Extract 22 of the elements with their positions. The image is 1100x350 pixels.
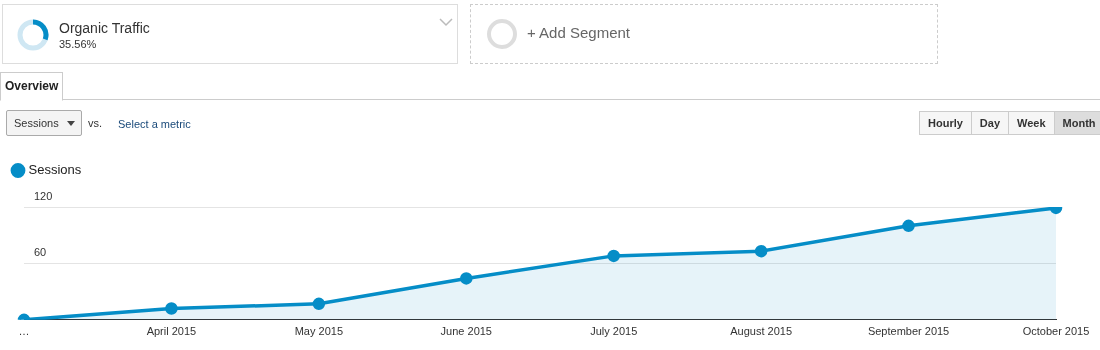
text: Hourly: [928, 117, 963, 129]
text: 35.56%: [59, 38, 97, 50]
x-tick-label: May 2015: [294, 325, 344, 338]
legend-label: Sessions: [28, 162, 82, 178]
x-tick-label: August 2015: [730, 325, 793, 338]
text: + Add Segment: [527, 24, 630, 41]
text: Week: [1017, 117, 1046, 129]
text: Sessions: [14, 117, 59, 129]
text: Overview: [5, 79, 59, 93]
text: Month: [1062, 117, 1096, 129]
x-tick-label: September 2015: [867, 325, 950, 338]
text: Organic Traffic: [59, 20, 150, 36]
y-tick-label: 120: [34, 190, 53, 203]
text: vs.: [88, 117, 103, 129]
x-tick-label: October 2015: [1022, 325, 1090, 338]
text: Day: [979, 117, 1001, 129]
text: Select a metric: [118, 118, 191, 130]
x-tick-label: June 2015: [440, 325, 492, 338]
x-tick-label: …: [18, 325, 30, 338]
x-tick-label: April 2015: [146, 325, 197, 338]
y-tick-label: 60: [34, 246, 47, 259]
x-tick-label: July 2015: [590, 325, 638, 338]
